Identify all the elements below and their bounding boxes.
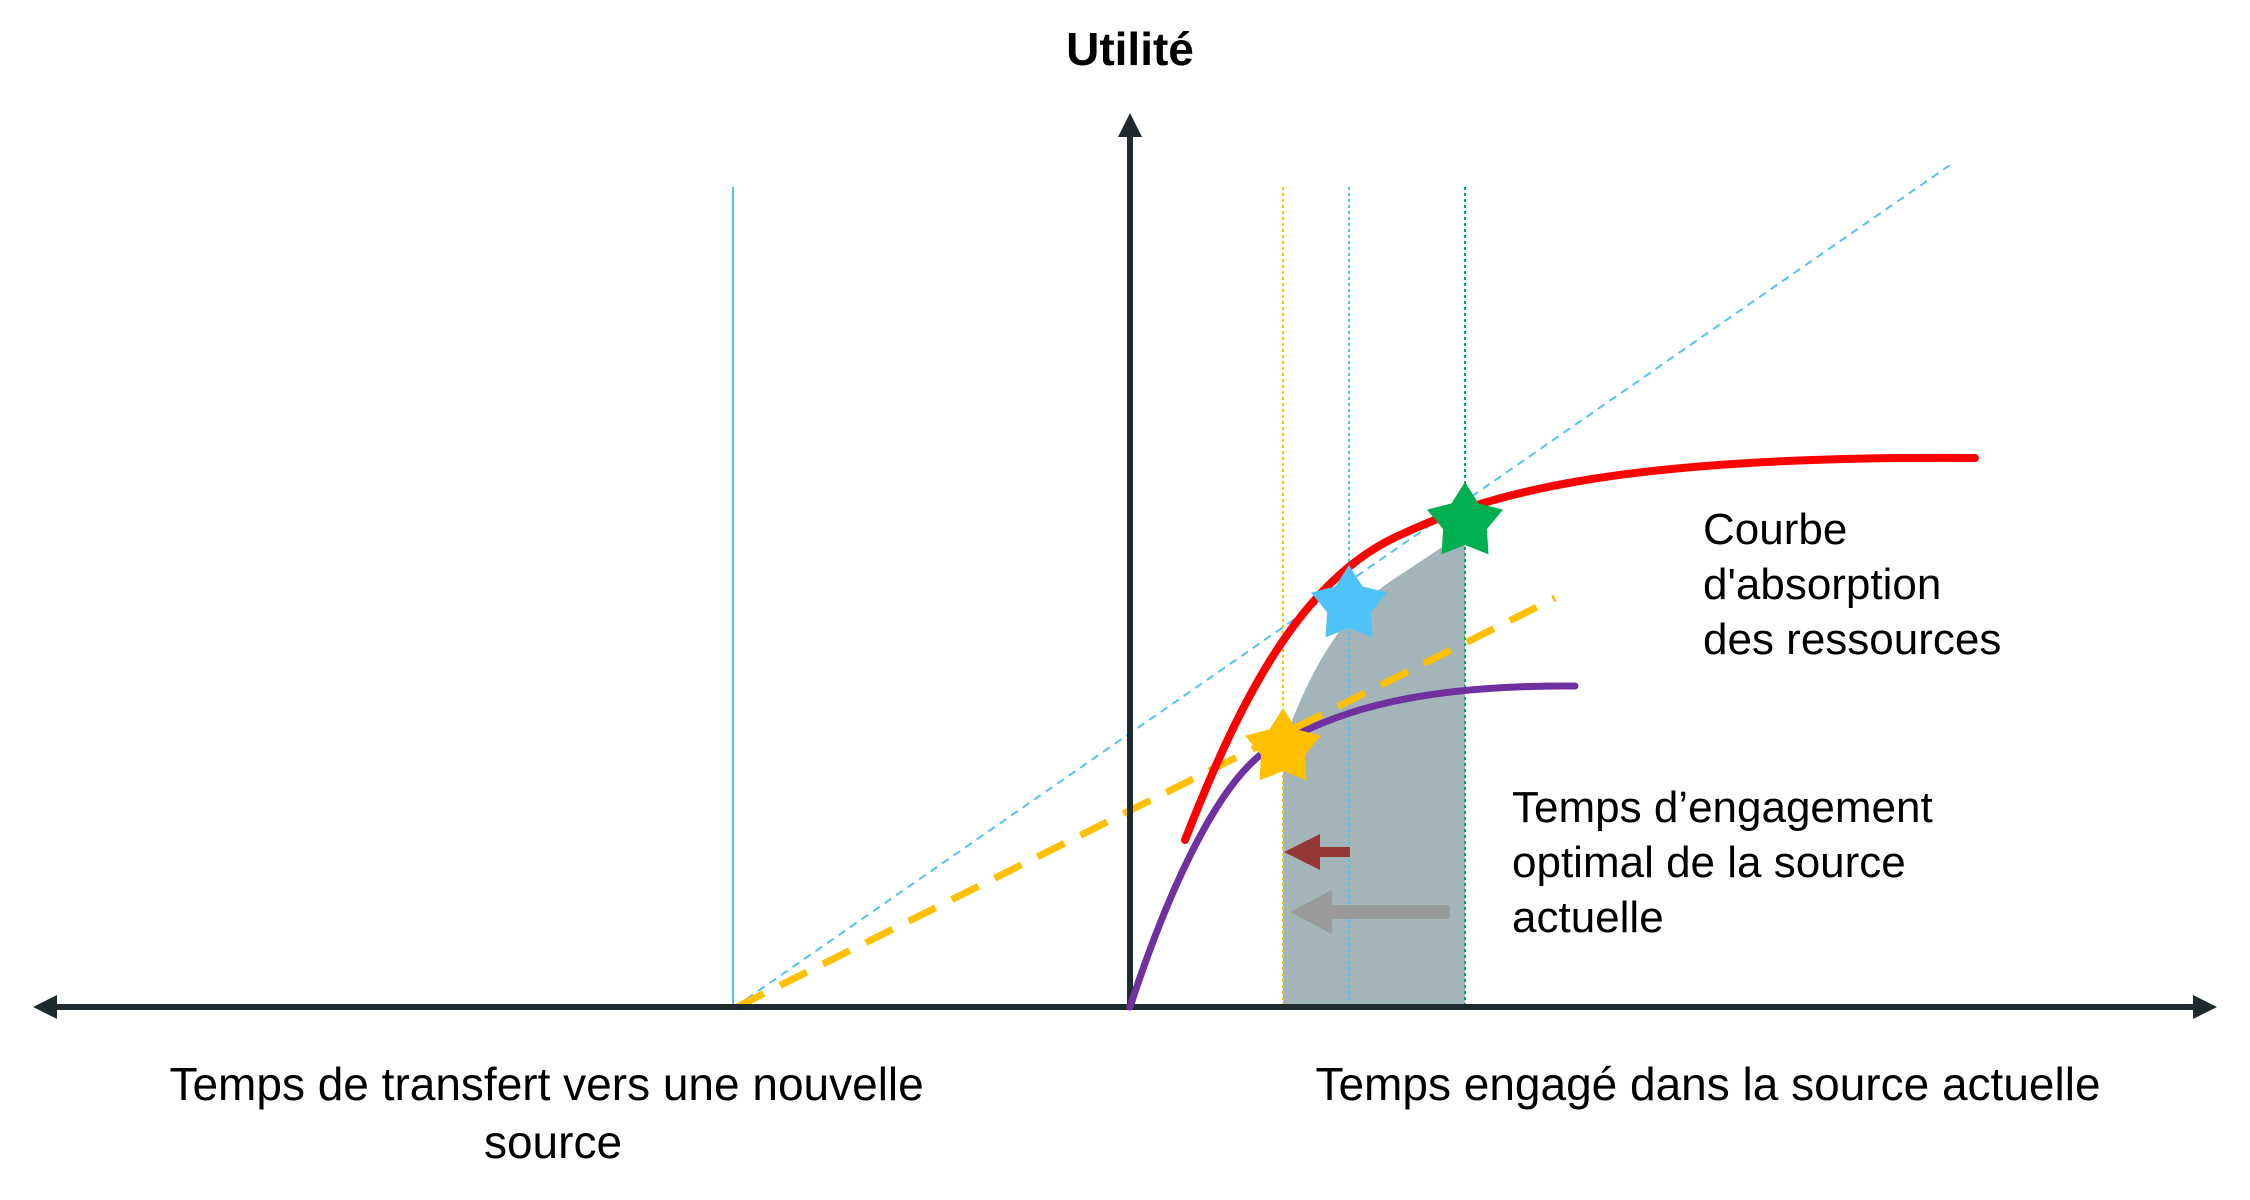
star-icon	[1311, 565, 1387, 638]
dark-red-arrow	[1284, 834, 1350, 870]
curve-label: Courbe d'absorption des ressources	[1703, 505, 2001, 664]
y-axis-title: Utilité	[1066, 23, 1194, 75]
resource-absorption-curve	[1181, 453, 1979, 844]
engagement-label: Temps d’engagement optimal de la source …	[1512, 783, 1945, 942]
x-axis-left-label: Temps de transfert vers une nouvelle sou…	[169, 1058, 936, 1168]
star-icon	[1245, 708, 1321, 781]
star-icon	[1427, 482, 1503, 555]
gray-arrow	[1290, 890, 1450, 934]
yellow-tangent-line	[735, 594, 1557, 1011]
x-axis-right-label: Temps engagé dans la source actuelle	[1315, 1058, 2100, 1110]
shaded-region	[1283, 532, 1465, 1007]
